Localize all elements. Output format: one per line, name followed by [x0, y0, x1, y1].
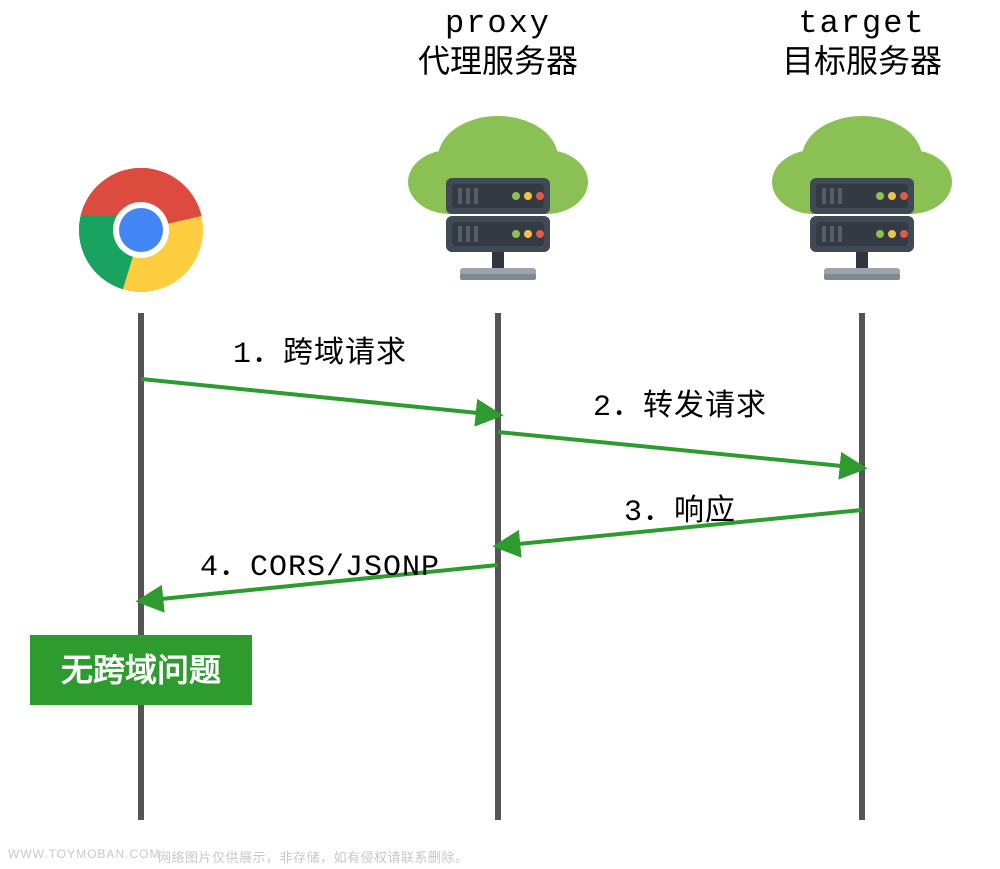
arrow-1	[141, 379, 498, 415]
no-cors-badge: 无跨域问题	[30, 635, 252, 705]
target-server-icon	[772, 116, 952, 280]
browser-icon	[68, 148, 215, 306]
target-title-line1: target	[798, 5, 925, 42]
watermark-note: 网络图片仅供展示，非存储，如有侵权请联系删除。	[158, 847, 469, 866]
proxy-title-line1: proxy	[445, 5, 551, 42]
arrow-label-3: 3．响应	[624, 494, 736, 530]
arrow-2	[498, 432, 862, 468]
proxy-title-line2: 代理服务器	[418, 43, 578, 79]
arrow-label-1: 1．跨域请求	[233, 336, 407, 372]
message-arrows: 1．跨域请求 2．转发请求 3．响应 4．CORS/JSONP	[141, 336, 862, 601]
target-title-line2: 目标服务器	[782, 43, 942, 79]
badge-text: 无跨域问题	[61, 652, 221, 688]
arrow-label-2: 2．转发请求	[593, 389, 767, 425]
arrow-label-4: 4．CORS/JSONP	[200, 551, 440, 585]
actor-titles: proxy代理服务器 target目标服务器	[418, 5, 942, 79]
proxy-server-icon	[408, 116, 588, 280]
watermark-domain: WWW.TOYMOBAN.COM	[8, 847, 160, 861]
sequence-diagram: proxy代理服务器 target目标服务器 1．跨域请求 2．转发请求 3．响应 4．…	[0, 0, 1000, 869]
